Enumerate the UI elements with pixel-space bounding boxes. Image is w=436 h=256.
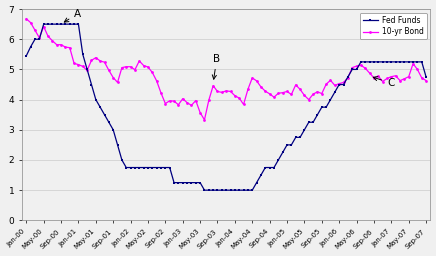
Fed Funds — [80, 53, 85, 56]
Fed Funds — [232, 189, 238, 192]
Text: A: A — [65, 9, 81, 22]
Fed Funds — [310, 121, 316, 124]
Fed Funds — [423, 76, 429, 79]
10-yr Bond — [76, 63, 81, 66]
10-yr Bond — [89, 59, 94, 62]
Fed Funds — [93, 98, 99, 101]
Fed Funds — [24, 54, 29, 57]
10-yr Bond — [202, 118, 207, 121]
10-yr Bond — [228, 90, 233, 93]
Fed Funds — [350, 68, 355, 71]
Fed Funds — [111, 128, 116, 131]
Text: B: B — [212, 54, 220, 79]
10-yr Bond — [106, 69, 112, 72]
Line: Fed Funds: Fed Funds — [25, 23, 427, 191]
10-yr Bond — [306, 98, 311, 101]
Text: C: C — [373, 77, 394, 88]
10-yr Bond — [24, 17, 29, 20]
Fed Funds — [41, 23, 46, 26]
Line: 10-yr Bond: 10-yr Bond — [25, 17, 427, 121]
Legend: Fed Funds, 10-yr Bond: Fed Funds, 10-yr Bond — [360, 13, 426, 39]
Fed Funds — [202, 189, 207, 192]
10-yr Bond — [423, 79, 429, 82]
10-yr Bond — [345, 76, 351, 79]
